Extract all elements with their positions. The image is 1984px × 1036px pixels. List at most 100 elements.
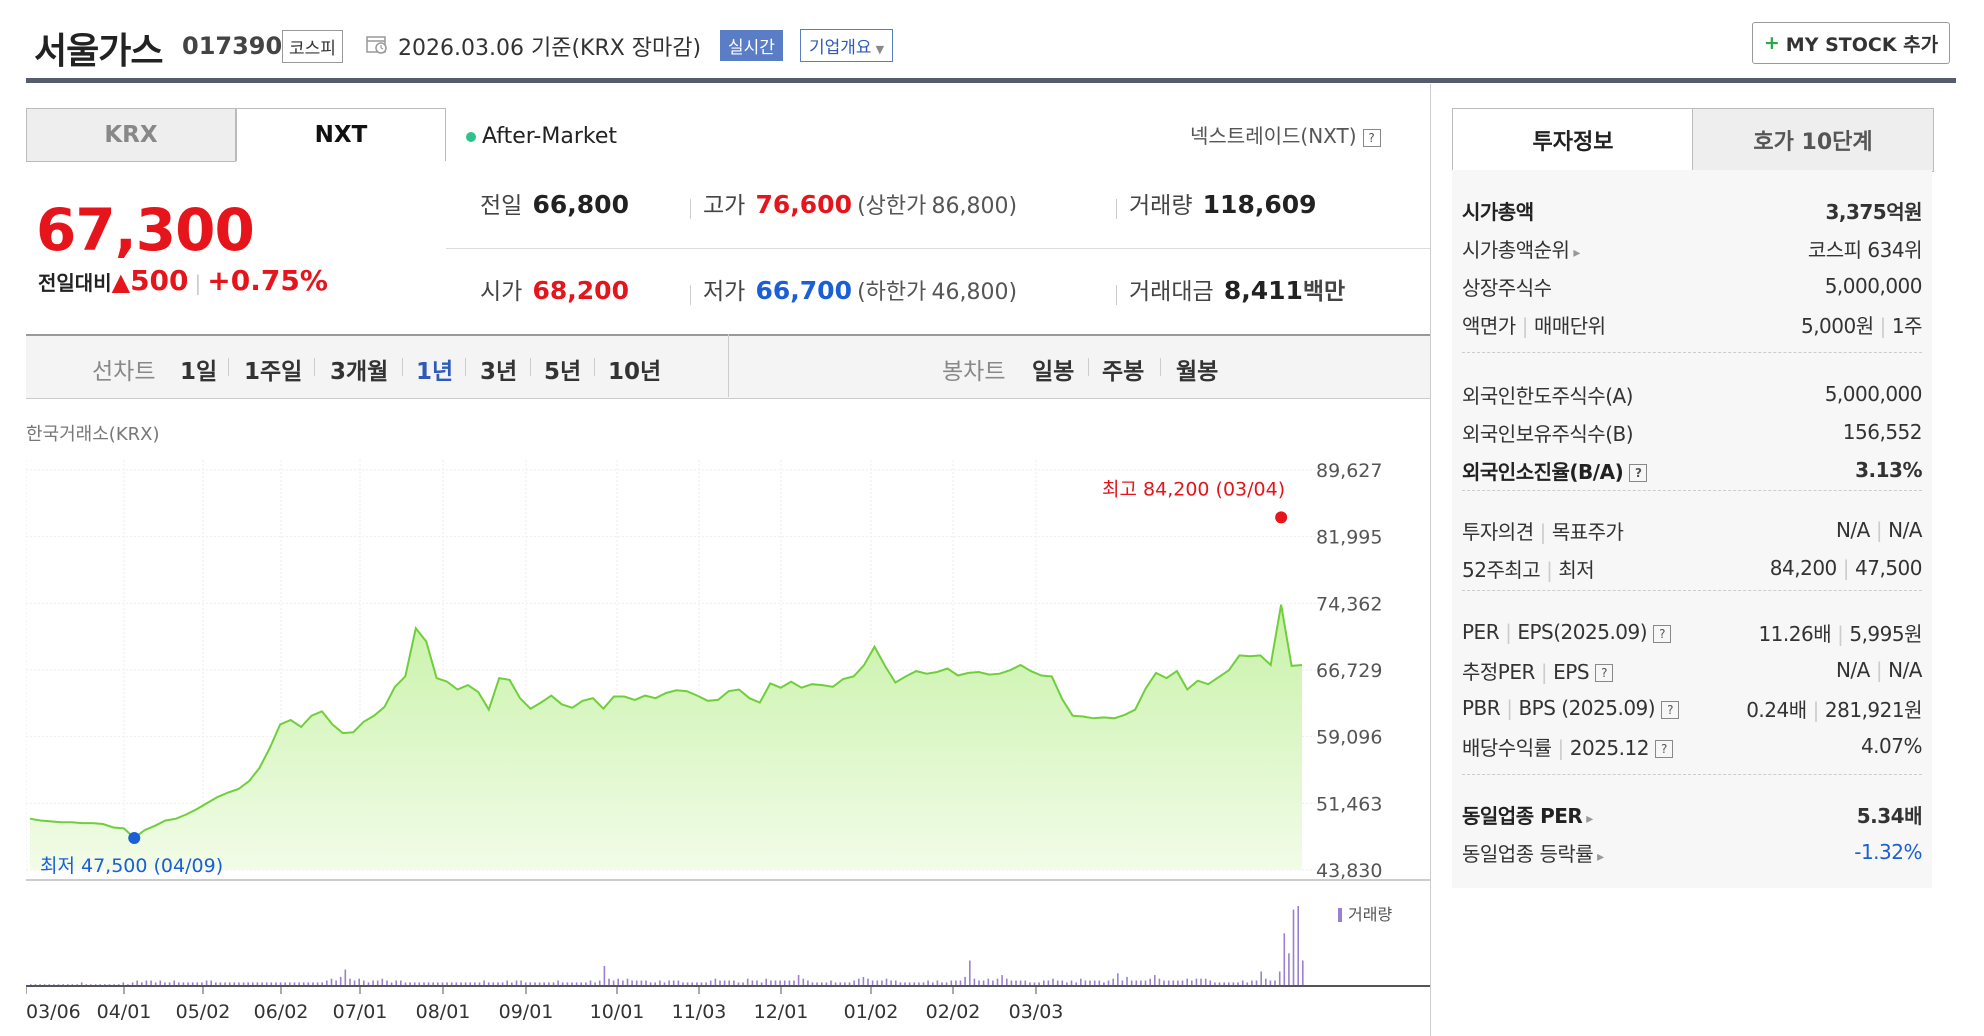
volume-bar [298,982,300,986]
volume-legend-swatch [1338,908,1342,922]
help-icon: ? [1653,624,1672,643]
candle-daily[interactable]: 일봉 [1032,359,1075,385]
volume-bar [191,982,194,986]
info-high: 고가 76,600 (상한가 86,800) [690,186,1017,220]
volume-bar [1255,980,1258,986]
volume-bar [830,980,832,986]
price-area [30,604,1302,870]
help-icon: ? [1629,464,1648,482]
volume-bar [1195,978,1198,986]
volume-bar [450,982,453,986]
invest-row[interactable]: PER | EPS(2025.09)? 11.26배 | 5,995원 [1462,620,1922,646]
volume-bar [1010,980,1013,986]
volume-bar [793,980,795,986]
invest-row: 투자의견 | 목표주가 N/A | N/A [1462,518,1922,544]
header-divider [26,78,1956,83]
period-3m[interactable]: 3개월 [330,359,389,385]
volume-bar [168,982,171,986]
volume-bar [446,982,448,986]
volume-bar [469,982,471,986]
volume-bar [677,980,680,986]
volume-bar [492,982,495,986]
invest-row[interactable]: PBR | BPS (2025.09)? 0.24배 | 281,921원 [1462,696,1923,722]
volume-bar [876,980,879,986]
calendar-icon [366,36,387,54]
x-tick-label: 01/02 [844,1001,899,1023]
volume-bar [932,982,934,986]
volume-bar [1167,980,1170,986]
volume-bar [265,982,268,986]
volume-bar [992,980,994,986]
volume-bar [1158,978,1161,986]
x-tick-label: 12/01 [754,1001,809,1023]
period-3y[interactable]: 3년 [480,359,518,385]
volume-bar [1278,971,1281,986]
chevron-right-icon: ▸ [1586,810,1593,827]
volume-bar [672,980,675,986]
volume-bar [575,982,578,986]
tab-invest-info[interactable]: 투자정보 [1452,108,1694,171]
max-label: 최고 84,200 (03/04) [1102,478,1285,500]
x-tick-label: 11/03 [672,1001,727,1023]
invest-row[interactable]: 동일업종 등락률 ▸ -1.32% [1462,840,1922,866]
volume-bar [1302,960,1304,986]
volume-bar [400,980,402,986]
period-1w[interactable]: 1주일 [244,359,303,385]
nxt-help[interactable]: 넥스트레이드(NXT)? [1190,120,1381,149]
invest-row[interactable]: 시가총액순위 ▸ 코스피 634위 [1462,237,1923,262]
volume-bar [686,982,689,986]
period-5y[interactable]: 5년 [544,359,582,385]
volume-bar [501,982,504,986]
chevron-down-icon: ▼ [875,43,885,56]
volume-bar [1126,976,1128,986]
my-stock-add-button[interactable]: + MY STOCK 추가 [1752,22,1950,64]
volume-bar [737,982,740,986]
volume-bar [1154,975,1156,986]
volume-bar [159,980,162,986]
tab-nxt[interactable]: NXT [236,108,446,161]
candle-monthly[interactable]: 월봉 [1176,359,1219,385]
volume-bar [367,982,370,986]
company-info-dropdown[interactable]: 기업개요 ▼ [800,29,894,62]
volume-bar [839,982,842,986]
volume-bar [1163,980,1165,986]
volume-bar [1181,980,1184,986]
invest-row[interactable]: 추정PER | EPS? N/A | N/A [1462,658,1922,684]
period-1y[interactable]: 1년 [416,359,454,385]
volume-bar [242,982,245,986]
volume-bar [534,982,536,986]
volume-bar [603,966,606,986]
volume-bar [487,982,490,986]
volume-bar [1107,980,1110,986]
invest-row: 액면가 | 매매단위 5,000원 | 1주 [1462,313,1923,338]
volume-bar [802,978,805,986]
volume-bar [1177,980,1179,986]
candle-weekly[interactable]: 주봉 [1102,359,1145,385]
volume-bar [131,982,134,986]
volume-bar [1019,980,1022,986]
tab-krx[interactable]: KRX [26,108,236,162]
volume-bar [746,978,749,986]
volume-bar [885,978,888,986]
invest-row[interactable]: 배당수익률 | 2025.12? 4.07% [1462,734,1923,760]
realtime-badge[interactable]: 실시간 [720,30,783,61]
volume-bar [316,982,319,986]
invest-row[interactable]: 동일업종 PER ▸ 5.34배 [1462,803,1923,828]
y-tick-label: 74,362 [1316,593,1382,615]
volume-bar [996,978,999,986]
volume-bar [1223,982,1225,986]
volume-bar [427,982,430,986]
volume-bar [1112,978,1114,986]
period-10y[interactable]: 10년 [608,359,662,385]
period-1d[interactable]: 1일 [180,359,218,385]
volume-bar [1098,980,1101,986]
invest-row: 외국인보유주식수(B) 156,552 [1462,420,1923,446]
volume-bar [1149,978,1151,986]
candle-chart-label: 봉차트 [942,359,1006,385]
chart-source: 한국거래소(KRX) [26,424,160,445]
price-chart[interactable]: 89,627 81,995 74,362 66,729 59,096 51,463 43,8… [26,460,1430,1030]
tab-orderbook-10[interactable]: 호가 10단계 [1692,108,1934,172]
invest-row[interactable]: 외국인소진율(B/A)? 3.13% [1462,458,1922,484]
volume-bar [1283,933,1286,986]
volume-bar [774,980,777,986]
